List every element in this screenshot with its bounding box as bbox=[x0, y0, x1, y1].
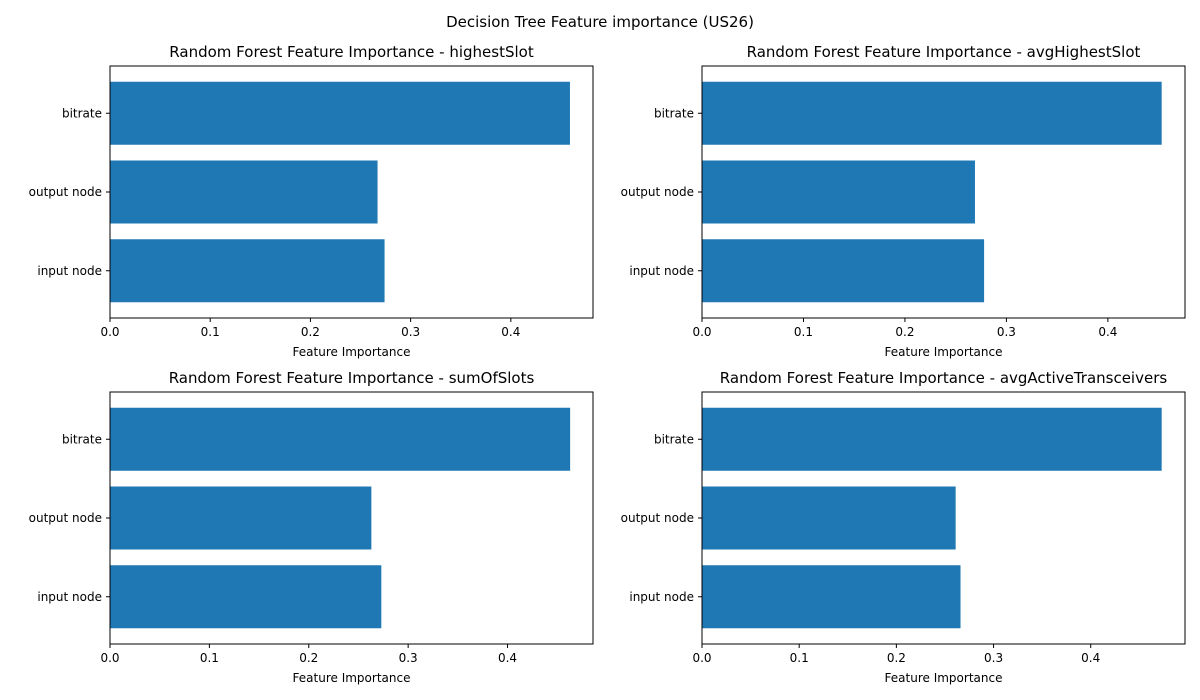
subplot-1: Random Forest Feature Importance - highe… bbox=[29, 43, 594, 359]
y-tick-label: input node bbox=[37, 264, 102, 278]
x-tick-label: 0.2 bbox=[299, 651, 318, 665]
x-tick-label: 0.4 bbox=[1081, 651, 1100, 665]
x-axis-label: Feature Importance bbox=[293, 345, 411, 359]
y-tick-label: input node bbox=[629, 590, 694, 604]
x-tick-label: 0.2 bbox=[895, 325, 914, 339]
x-tick-label: 0.0 bbox=[100, 651, 119, 665]
bar-input-node bbox=[110, 565, 382, 629]
bar-output-node bbox=[110, 160, 378, 224]
bar-output-node bbox=[702, 486, 956, 550]
x-tick-label: 0.1 bbox=[794, 325, 813, 339]
x-axis-label: Feature Importance bbox=[293, 671, 411, 685]
y-tick-label: input node bbox=[629, 264, 694, 278]
x-tick-label: 0.3 bbox=[997, 325, 1016, 339]
bar-bitrate bbox=[702, 81, 1162, 145]
y-tick-label: input node bbox=[37, 590, 102, 604]
subplot-3: Random Forest Feature Importance - sumOf… bbox=[29, 369, 594, 685]
x-tick-label: 0.1 bbox=[200, 651, 219, 665]
x-tick-label: 0.0 bbox=[692, 651, 711, 665]
x-axis-label: Feature Importance bbox=[885, 671, 1003, 685]
y-tick-label: output node bbox=[621, 185, 694, 199]
x-tick-label: 0.1 bbox=[790, 651, 809, 665]
x-tick-label: 0.4 bbox=[501, 325, 520, 339]
x-axis-label: Feature Importance bbox=[885, 345, 1003, 359]
x-tick-label: 0.2 bbox=[301, 325, 320, 339]
subplot-4: Random Forest Feature Importance - avgAc… bbox=[621, 369, 1186, 685]
subplot-title: Random Forest Feature Importance - highe… bbox=[169, 43, 534, 61]
subplot-2: Random Forest Feature Importance - avgHi… bbox=[621, 43, 1186, 359]
subplot-title: Random Forest Feature Importance - sumOf… bbox=[169, 369, 535, 387]
bar-output-node bbox=[702, 160, 975, 224]
figure-title: Decision Tree Feature importance (US26) bbox=[446, 13, 754, 31]
x-tick-label: 0.0 bbox=[100, 325, 119, 339]
x-tick-label: 0.3 bbox=[399, 651, 418, 665]
y-tick-label: output node bbox=[29, 511, 102, 525]
axes-frame bbox=[109, 65, 594, 319]
y-tick-label: bitrate bbox=[62, 106, 102, 120]
bar-input-node bbox=[110, 239, 385, 303]
bar-input-node bbox=[702, 565, 961, 629]
x-tick-label: 0.4 bbox=[1098, 325, 1117, 339]
x-tick-label: 0.0 bbox=[692, 325, 711, 339]
x-tick-label: 0.1 bbox=[201, 325, 220, 339]
x-tick-label: 0.3 bbox=[401, 325, 420, 339]
bar-input-node bbox=[702, 239, 985, 303]
bar-bitrate bbox=[110, 81, 570, 145]
axes-frame bbox=[701, 65, 1186, 319]
axes-frame bbox=[701, 391, 1186, 645]
x-tick-label: 0.3 bbox=[984, 651, 1003, 665]
subplot-title: Random Forest Feature Importance - avgHi… bbox=[747, 43, 1141, 61]
x-tick-label: 0.2 bbox=[887, 651, 906, 665]
x-tick-label: 0.4 bbox=[498, 651, 517, 665]
y-tick-label: bitrate bbox=[654, 106, 694, 120]
subplot-title: Random Forest Feature Importance - avgAc… bbox=[720, 369, 1168, 387]
bar-bitrate bbox=[110, 407, 571, 471]
y-tick-label: output node bbox=[29, 185, 102, 199]
axes-frame bbox=[109, 391, 594, 645]
y-tick-label: bitrate bbox=[654, 432, 694, 446]
bar-bitrate bbox=[702, 407, 1162, 471]
bar-output-node bbox=[110, 486, 372, 550]
y-tick-label: bitrate bbox=[62, 432, 102, 446]
y-tick-label: output node bbox=[621, 511, 694, 525]
